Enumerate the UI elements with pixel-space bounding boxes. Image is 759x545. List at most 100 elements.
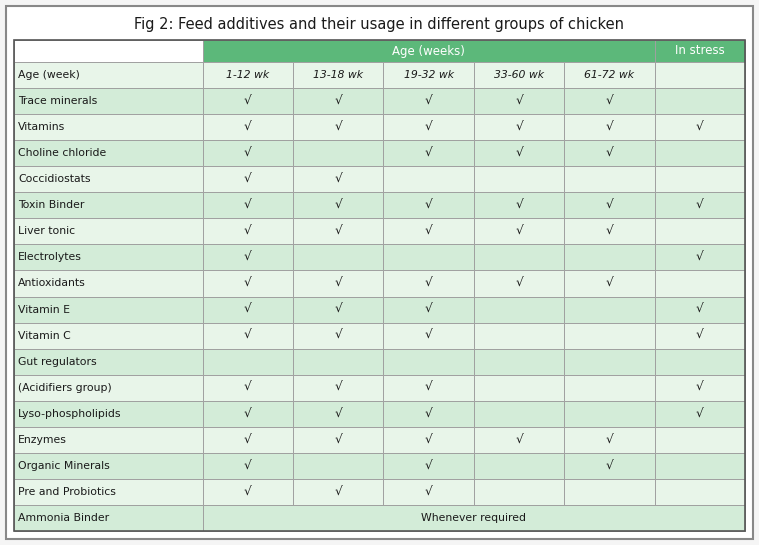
Bar	[564, 296, 654, 323]
Text: Choline chloride: Choline chloride	[18, 148, 106, 158]
Bar	[14, 114, 203, 140]
Bar	[654, 192, 745, 219]
Text: 33-60 wk: 33-60 wk	[494, 70, 544, 80]
Text: √: √	[244, 147, 252, 160]
Text: √: √	[606, 95, 613, 107]
Bar	[383, 479, 474, 505]
Bar	[203, 401, 293, 427]
Text: Pre and Probiotics: Pre and Probiotics	[18, 487, 116, 497]
Bar	[293, 453, 383, 479]
Bar	[293, 62, 383, 88]
Bar	[654, 88, 745, 114]
Text: √: √	[696, 407, 704, 420]
Bar	[14, 479, 203, 505]
Text: √: √	[244, 225, 252, 238]
Bar	[14, 453, 203, 479]
Text: √: √	[606, 459, 613, 473]
Bar	[14, 88, 203, 114]
Text: √: √	[244, 407, 252, 420]
Text: 13-18 wk: 13-18 wk	[313, 70, 364, 80]
Bar	[14, 62, 203, 88]
Bar	[293, 88, 383, 114]
Bar	[383, 296, 474, 323]
Text: √: √	[515, 120, 523, 134]
Text: √: √	[335, 199, 342, 212]
Bar	[654, 166, 745, 192]
Bar	[654, 323, 745, 349]
Bar	[383, 192, 474, 219]
Bar	[474, 296, 564, 323]
Bar	[654, 349, 745, 374]
Bar	[203, 427, 293, 453]
Text: √: √	[515, 147, 523, 160]
Bar	[14, 219, 203, 244]
Bar	[474, 374, 564, 401]
Text: Lyso-phospholipids: Lyso-phospholipids	[18, 409, 121, 419]
Bar	[383, 140, 474, 166]
Bar	[564, 374, 654, 401]
Bar	[654, 114, 745, 140]
Text: √: √	[606, 225, 613, 238]
Bar	[474, 479, 564, 505]
Text: √: √	[244, 486, 252, 499]
Bar	[564, 140, 654, 166]
Text: Gut regulators: Gut regulators	[18, 356, 96, 367]
Text: Enzymes: Enzymes	[18, 435, 67, 445]
Text: √: √	[425, 459, 433, 473]
Text: √: √	[244, 199, 252, 212]
Text: 61-72 wk: 61-72 wk	[584, 70, 635, 80]
Text: √: √	[425, 381, 433, 394]
Text: √: √	[335, 407, 342, 420]
Bar	[203, 374, 293, 401]
Text: √: √	[515, 95, 523, 107]
Bar	[203, 114, 293, 140]
Bar	[564, 244, 654, 270]
Bar	[14, 323, 203, 349]
Text: √: √	[425, 147, 433, 160]
Text: √: √	[244, 120, 252, 134]
Bar	[474, 166, 564, 192]
Text: √: √	[244, 303, 252, 316]
Text: Vitamin C: Vitamin C	[18, 331, 71, 341]
Text: √: √	[244, 381, 252, 394]
Bar	[474, 401, 564, 427]
Bar	[654, 219, 745, 244]
Bar	[564, 323, 654, 349]
Text: 1-12 wk: 1-12 wk	[226, 70, 269, 80]
Bar	[383, 219, 474, 244]
Bar	[654, 62, 745, 88]
Text: Trace minerals: Trace minerals	[18, 96, 97, 106]
Text: √: √	[335, 433, 342, 446]
Bar	[654, 270, 745, 296]
Bar	[564, 62, 654, 88]
Text: √: √	[335, 329, 342, 342]
Bar	[203, 62, 293, 88]
Text: √: √	[515, 199, 523, 212]
Text: √: √	[696, 120, 704, 134]
Bar	[564, 453, 654, 479]
Bar	[383, 323, 474, 349]
Text: √: √	[425, 329, 433, 342]
Bar	[14, 140, 203, 166]
Text: √: √	[696, 251, 704, 264]
Text: √: √	[244, 433, 252, 446]
Bar	[203, 244, 293, 270]
Text: Electrolytes: Electrolytes	[18, 252, 82, 262]
Bar	[474, 192, 564, 219]
Bar	[383, 244, 474, 270]
Text: Fig 2: Feed additives and their usage in different groups of chicken: Fig 2: Feed additives and their usage in…	[134, 16, 625, 32]
Text: √: √	[425, 277, 433, 290]
Bar	[474, 62, 564, 88]
Bar	[203, 219, 293, 244]
Bar	[564, 427, 654, 453]
Text: √: √	[425, 407, 433, 420]
Bar	[474, 270, 564, 296]
Bar	[14, 270, 203, 296]
Text: √: √	[606, 199, 613, 212]
Text: √: √	[696, 329, 704, 342]
Bar	[564, 401, 654, 427]
Text: √: √	[244, 251, 252, 264]
Text: √: √	[606, 120, 613, 134]
Text: √: √	[425, 486, 433, 499]
Bar	[203, 479, 293, 505]
